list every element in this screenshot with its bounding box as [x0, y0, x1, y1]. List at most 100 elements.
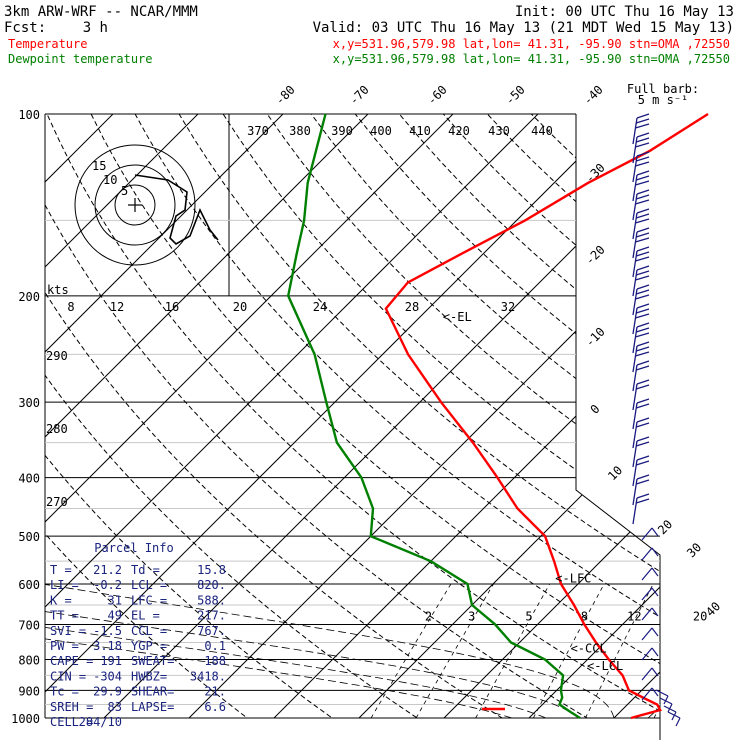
isotherm [358, 114, 660, 718]
temperature-skew-label: 0 [588, 402, 603, 417]
mixing-ratio-lines [370, 583, 660, 718]
wind-barb-low [641, 587, 659, 601]
wind-barb [632, 455, 650, 487]
parcel-label: LFC = [131, 593, 167, 607]
wind-barb [632, 398, 650, 430]
moist-adiabat [45, 295, 513, 718]
wind-barb [632, 208, 650, 240]
mixing-ratio-label: 3 [468, 609, 475, 623]
parcel-label: SVI = [50, 624, 86, 638]
temperature-skew-label: -20 [583, 243, 608, 268]
pressure-tick-label: 600 [18, 578, 40, 592]
dry-adiabat [222, 114, 660, 718]
annotation-lcl: <-LCL [587, 659, 623, 673]
parcel-value: 21. [204, 685, 226, 699]
sounding-profiles [286, 112, 709, 720]
isotherm [613, 114, 660, 718]
parcel-label: SREH = [50, 700, 93, 714]
parcel-value: 191 [100, 654, 122, 668]
parcel-value: 83 [108, 700, 122, 714]
temperature-skew-label: -80 [273, 83, 298, 108]
pressure-tick-label: 200 [18, 290, 40, 304]
hodograph-scale-label: 12 [110, 300, 124, 314]
parcel-value: 3418. [190, 669, 226, 683]
moist-adiabat [45, 295, 547, 718]
parcel-info-panel: Parcel Info T = 21.2 Td = 15.8 LI = -0.2 LCL =… [50, 541, 226, 729]
wind-barb-surface [663, 705, 677, 721]
mixing-ratio-label: 8 [581, 609, 588, 623]
annotation-ccl: <-CCL [571, 641, 607, 655]
mixing-ratio-label: 5 [525, 609, 532, 623]
dewpoint-legend: Dewpoint temperature [8, 52, 153, 66]
parcel-value: 15.8 [197, 563, 226, 577]
hodograph-ring-label: 10 [103, 173, 117, 187]
wind-barb-low [641, 567, 659, 581]
theta-top-label: 390 [331, 124, 353, 138]
model-title: 3km ARW-WRF -- NCAR/MMM [4, 4, 198, 20]
isotherm [45, 114, 624, 718]
wind-barb-low [641, 547, 659, 561]
pressure-tick-label: 1000 [11, 712, 40, 726]
parcel-label: CELL = [50, 715, 93, 729]
parcel-label: Tc = [50, 685, 79, 699]
pressure-tick-label: 100 [18, 108, 40, 122]
parcel-label: SHEAR= [131, 685, 174, 699]
parcel-value: 284/10 [79, 715, 122, 729]
isotherm [273, 114, 660, 718]
parcel-value: 820. [197, 578, 226, 592]
hodograph-ring-label: 15 [92, 159, 106, 173]
dry-adiabat [45, 114, 265, 718]
wind-barb [632, 493, 650, 525]
mixing-ratio-line [415, 583, 494, 718]
dry-adiabat [90, 114, 660, 718]
mixing-ratio-line [475, 583, 551, 718]
forecast-label: Fcst: [4, 20, 46, 36]
wind-barb [632, 322, 650, 354]
dewpoint-profile [286, 113, 581, 720]
pressure-tick-label: 700 [18, 618, 40, 632]
hodograph-ring-label: 5 [121, 184, 128, 198]
isotherm [699, 114, 740, 718]
dry-adiabat [45, 114, 351, 718]
wind-barb [632, 379, 650, 411]
dry-adiabat [45, 114, 437, 718]
pressure-tick-label: 900 [18, 684, 40, 698]
dry-adiabat [134, 114, 660, 718]
hodograph-ring [94, 164, 176, 246]
parcel-value: 21.2 [93, 563, 122, 577]
pressure-tick-label: 800 [18, 653, 40, 667]
dry-adiabat [442, 114, 660, 718]
theta-top-label: 370 [247, 124, 269, 138]
parcel-label: Td = [131, 563, 160, 577]
hodograph-scale-label: 8 [67, 300, 74, 314]
wind-barb [632, 303, 650, 335]
theta-side-label: 270 [46, 495, 68, 509]
annotation-el: <-EL [443, 310, 472, 324]
wind-barb [632, 189, 650, 221]
temperature-legend: Temperature [8, 37, 87, 51]
isotherm [528, 114, 660, 718]
wind-barb-low [641, 527, 659, 541]
wind-barb-surface [667, 711, 681, 727]
moist-adiabat [682, 663, 740, 718]
wind-barb [632, 265, 650, 297]
wind-barb-low [641, 687, 659, 701]
parcel-label: T = [50, 563, 72, 577]
temperature-skew-label: -30 [583, 161, 608, 186]
parcel-value: 31 [108, 593, 122, 607]
wind-barb-low [641, 627, 659, 641]
parcel-label: EL = [131, 609, 160, 623]
theta-top-label: 380 [289, 124, 311, 138]
wind-barb [632, 227, 650, 259]
parcel-value: 217. [197, 609, 226, 623]
hodograph-scale-label: 32 [501, 300, 515, 314]
parcel-value: 3.18 [93, 639, 122, 653]
wind-barb-surface [655, 689, 669, 705]
temperature-skew-label: 20 [655, 517, 675, 537]
theta-top-label: 400 [370, 124, 392, 138]
parcel-label: TT = [50, 609, 79, 623]
parcel-value: -1.5 [93, 624, 122, 638]
temperature-skew-label: -60 [425, 83, 450, 108]
